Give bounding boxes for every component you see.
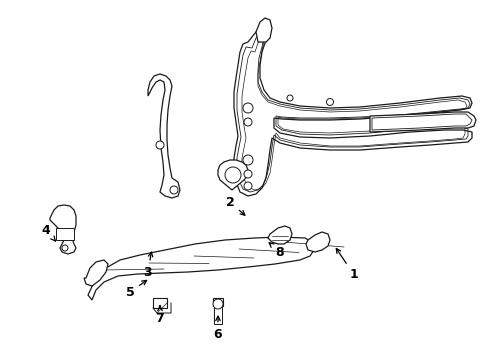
Polygon shape xyxy=(369,112,475,132)
Polygon shape xyxy=(256,18,271,42)
Polygon shape xyxy=(153,298,167,308)
Text: 2: 2 xyxy=(225,195,244,215)
Polygon shape xyxy=(371,114,471,130)
Text: 1: 1 xyxy=(336,248,358,282)
Text: 5: 5 xyxy=(125,280,146,298)
Polygon shape xyxy=(234,26,471,196)
Polygon shape xyxy=(213,298,223,306)
Circle shape xyxy=(326,99,333,105)
Text: 6: 6 xyxy=(213,316,222,341)
Circle shape xyxy=(244,118,251,126)
Text: 3: 3 xyxy=(143,252,152,279)
Text: 8: 8 xyxy=(268,243,284,258)
Polygon shape xyxy=(50,205,76,254)
Polygon shape xyxy=(214,306,222,324)
Polygon shape xyxy=(148,74,180,198)
Polygon shape xyxy=(218,160,247,190)
Polygon shape xyxy=(88,237,313,300)
Polygon shape xyxy=(267,226,291,244)
Text: 4: 4 xyxy=(41,224,55,241)
Polygon shape xyxy=(305,232,329,252)
Circle shape xyxy=(244,170,251,178)
Circle shape xyxy=(224,167,241,183)
Polygon shape xyxy=(56,228,74,240)
Circle shape xyxy=(62,245,68,251)
Circle shape xyxy=(213,299,223,309)
Text: 7: 7 xyxy=(155,306,164,324)
Circle shape xyxy=(243,155,252,165)
Circle shape xyxy=(156,141,163,149)
Circle shape xyxy=(243,103,252,113)
Circle shape xyxy=(244,182,251,190)
Circle shape xyxy=(170,186,178,194)
Circle shape xyxy=(286,95,292,101)
Polygon shape xyxy=(84,260,108,286)
